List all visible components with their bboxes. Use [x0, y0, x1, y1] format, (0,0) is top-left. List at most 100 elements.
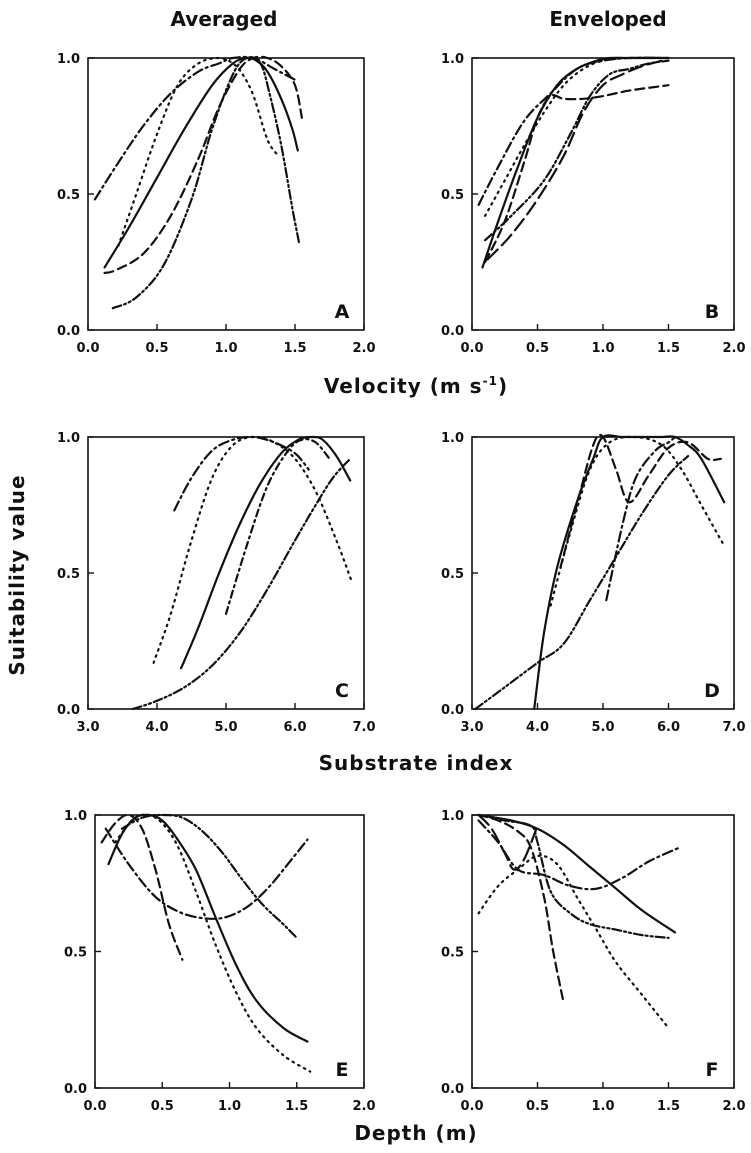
- panel-b-curve-2: [477, 56, 670, 206]
- panel-a-curve-2: [93, 55, 297, 201]
- panel-b-curve-5: [486, 59, 664, 261]
- panel-e-ytick-label: 1.0: [64, 809, 87, 824]
- panel-d-curve-3: [474, 454, 690, 711]
- panel-b-xtick-label: 2.0: [722, 341, 745, 356]
- panel-b-curve-4: [484, 59, 670, 242]
- panel-c-curve-2: [173, 435, 310, 512]
- panel-a: 0.0 0.5 1.0 1.5 2.0 0.0 0.5 1.0 A: [57, 52, 376, 356]
- panel-b-xtick-label: 1.5: [657, 341, 680, 356]
- panel-c-xtick-label: 3.0: [76, 720, 99, 735]
- panel-f-curve-1: [477, 813, 677, 934]
- panel-c-xtick-label: 7.0: [352, 720, 375, 735]
- panel-e-curve-1: [107, 813, 309, 1043]
- x-axis-title-velocity-sup: -1: [483, 374, 498, 388]
- panel-e-xtick-label: 2.0: [352, 1099, 375, 1114]
- panel-f-ytick-label: 0.5: [441, 946, 464, 961]
- panels-group: 0.0 0.5 1.0 1.5 2.0 0.0 0.5 1.0 A 0.0 0.5 1.0 1.5 2.0…: [57, 52, 746, 1114]
- panel-d-xtick-label: 4.0: [526, 720, 549, 735]
- panel-a-xtick-label: 0.0: [76, 341, 99, 356]
- panel-d-curve-4: [605, 435, 677, 602]
- y-axis-title: Suitability value: [5, 474, 29, 675]
- panel-f-xtick-label: 0.5: [526, 1099, 549, 1114]
- panel-a-curve-1: [103, 56, 299, 269]
- panel-a-letter: A: [335, 301, 350, 323]
- panel-d-ytick-label: 0.5: [441, 567, 464, 582]
- panel-b-xtick-label: 0.0: [460, 341, 483, 356]
- panel-f-curve-2: [477, 813, 565, 1005]
- panel-a-ytick-label: 1.0: [57, 52, 80, 67]
- panel-c-curve-3: [152, 435, 353, 664]
- panel-e-ytick-label: 0.0: [64, 1082, 87, 1097]
- panel-b-xtick-label: 1.0: [591, 341, 614, 356]
- panel-d-ytick-label: 1.0: [441, 431, 464, 446]
- panel-e-curve-2: [114, 813, 312, 1073]
- panel-d-ytick-label: 0.0: [441, 703, 464, 718]
- panel-b-ytick-label: 1.0: [441, 52, 464, 67]
- panel-b-ytick-label: 0.5: [441, 188, 464, 203]
- panel-c-curve-1: [180, 435, 352, 670]
- panel-c-frame: [87, 436, 365, 710]
- panel-d-xtick-label: 3.0: [460, 720, 483, 735]
- panel-e-ytick-label: 0.5: [64, 946, 87, 961]
- panel-e-xtick-label: 0.5: [151, 1099, 174, 1114]
- x-axis-title-velocity: Velocity (m s-1): [324, 374, 508, 398]
- panel-f-letter: F: [706, 1059, 719, 1081]
- panel-c-xtick-label: 5.0: [214, 720, 237, 735]
- panel-c-letter: C: [335, 680, 349, 702]
- panel-e-curve-4: [104, 827, 309, 920]
- panel-e-letter: E: [336, 1059, 349, 1081]
- panel-c: 3.0 4.0 5.0 6.0 7.0 0.0 0.5 1.0 C: [57, 431, 376, 735]
- panel-a-frame: [87, 57, 365, 331]
- panel-c-xtick-label: 4.0: [145, 720, 168, 735]
- panel-b-curve-6: [484, 56, 670, 217]
- panel-f-xtick-label: 2.0: [722, 1099, 745, 1114]
- panel-c-ytick-label: 1.0: [57, 431, 80, 446]
- panel-f-xtick-label: 1.0: [591, 1099, 614, 1114]
- panel-c-ytick-label: 0.5: [57, 567, 80, 582]
- panel-f-curve-5: [477, 854, 670, 1029]
- panel-d-frame: [471, 436, 735, 710]
- panel-e: 0.0 0.5 1.0 1.5 2.0 0.0 0.5 1.0 E: [64, 809, 376, 1114]
- panel-d-xtick-label: 5.0: [591, 720, 614, 735]
- panel-e-xtick-label: 1.0: [218, 1099, 241, 1114]
- column-title-averaged: Averaged: [171, 7, 278, 31]
- panel-d-curve-5: [549, 435, 726, 607]
- panel-b-xtick-label: 0.5: [526, 341, 549, 356]
- panel-b-letter: B: [705, 301, 719, 323]
- panel-a-curve-4: [111, 56, 301, 310]
- panel-a-ytick-label: 0.0: [57, 324, 80, 339]
- panel-e-xtick-label: 1.5: [285, 1099, 308, 1114]
- panel-d-xtick-label: 7.0: [722, 720, 745, 735]
- panel-f-xtick-label: 1.5: [657, 1099, 680, 1114]
- panel-b: 0.0 0.5 1.0 1.5 2.0 0.0 0.5 1.0 B: [441, 52, 746, 356]
- panel-d-letter: D: [704, 680, 720, 702]
- panel-a-curve-3: [103, 55, 303, 274]
- x-axis-title-velocity-main: Velocity (m s: [324, 374, 483, 398]
- panel-f-frame: [471, 814, 735, 1089]
- panel-d-curve-2: [559, 433, 722, 569]
- panel-e-curve-5: [120, 813, 298, 939]
- panel-c-curve-4: [131, 457, 352, 711]
- panel-c-curve-5: [224, 438, 331, 615]
- panel-a-xtick-label: 1.0: [214, 341, 237, 356]
- panel-c-ytick-label: 0.0: [57, 703, 80, 718]
- panel-d-curve-1: [533, 434, 726, 711]
- panel-b-curve-3: [484, 84, 670, 264]
- panel-f-ytick-label: 1.0: [441, 809, 464, 824]
- panel-d-xtick-label: 6.0: [657, 720, 680, 735]
- column-title-enveloped: Enveloped: [549, 7, 666, 31]
- panel-f-ytick-label: 0.0: [441, 1082, 464, 1097]
- panel-d: 3.0 4.0 5.0 6.0 7.0 0.0 0.5 1.0 D: [441, 431, 746, 735]
- panel-a-curve-5: [117, 56, 280, 247]
- panel-f-curve-3: [477, 819, 681, 891]
- panel-f-curve-4: [477, 813, 670, 939]
- x-axis-title-depth: Depth (m): [354, 1121, 477, 1145]
- panel-c-xtick-label: 6.0: [283, 720, 306, 735]
- panel-b-ytick-label: 0.0: [441, 324, 464, 339]
- panel-f: 0.0 0.5 1.0 1.5 2.0 0.0 0.5 1.0 F: [441, 809, 746, 1114]
- panel-a-xtick-label: 2.0: [352, 341, 375, 356]
- panel-a-ytick-label: 0.5: [57, 188, 80, 203]
- panel-e-curve-3: [100, 813, 184, 961]
- panel-e-xtick-label: 0.0: [83, 1099, 106, 1114]
